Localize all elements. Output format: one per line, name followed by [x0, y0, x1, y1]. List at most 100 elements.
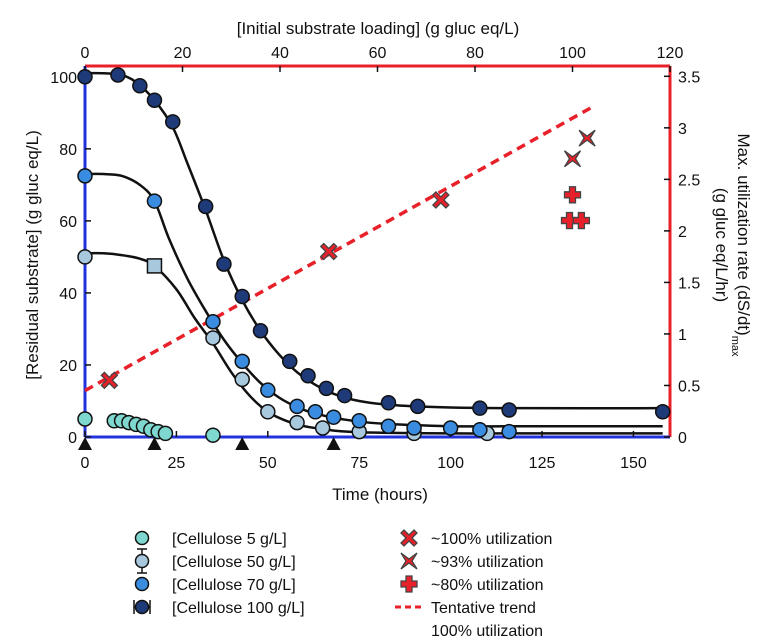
- data-point-series-3: [336, 387, 353, 404]
- rate-marker-series-1: [563, 150, 582, 168]
- legend-marker-rate-2: [400, 575, 418, 593]
- y-tick-label: 80: [59, 142, 77, 159]
- legend: [Cellulose 5 g/L] [Cellulose 50 g/L] [Cell…: [133, 529, 552, 640]
- rate-marker-series-0: [319, 242, 338, 261]
- data-point-series-1: [146, 258, 163, 274]
- rate-marker-series-0: [431, 191, 450, 209]
- feeding-triangle-marker: [235, 437, 250, 450]
- y2-tick-label: 0: [678, 430, 687, 447]
- data-point-series-3: [252, 322, 269, 339]
- y-tick-label: 60: [59, 214, 77, 231]
- data-point-series-3: [234, 288, 250, 305]
- data-point-series-3: [472, 400, 488, 416]
- y2-tick-label: 1.5: [678, 275, 700, 292]
- y-tick-label: 100: [50, 70, 77, 87]
- feeding-triangle-marker: [326, 437, 341, 450]
- y2-tick-label: 3: [678, 121, 687, 138]
- x-tick-label: 25: [168, 455, 186, 472]
- rate-marker-series-1: [578, 129, 596, 147]
- y2-tick-label: 2.5: [678, 172, 700, 189]
- data-point-series-2: [501, 423, 517, 440]
- data-point-series-2: [406, 420, 422, 436]
- data-point-series-2: [260, 382, 276, 398]
- data-point-series-3: [216, 256, 232, 272]
- legend-label-series-1: [Cellulose 50 g/L]: [172, 554, 296, 571]
- legend-marker-rate-0: [400, 529, 418, 547]
- data-point-series-2: [146, 193, 163, 209]
- data-point-series-2: [472, 422, 488, 438]
- data-point-series-2: [307, 404, 324, 420]
- data-point-series-3: [132, 78, 148, 94]
- x2-tick-label: 120: [657, 45, 684, 62]
- x2-tick-label: 40: [271, 45, 289, 62]
- data-point-series-1: [205, 330, 221, 346]
- data-point-series-2: [77, 168, 93, 184]
- data-point-series-2: [234, 353, 250, 370]
- y-tick-label: 20: [59, 358, 77, 375]
- legend-label-rate-0: ~100% utilization: [431, 531, 552, 548]
- rate-marker-series-2: [563, 186, 582, 204]
- data-point-series-0: [157, 425, 174, 442]
- data-point-series-2: [325, 409, 342, 425]
- data-point-series-1: [260, 404, 276, 420]
- x2-tick-label: 0: [81, 45, 90, 62]
- svg-text:Max. utilization rate (dS/dt)m: Max. utilization rate (dS/dt)max: [729, 134, 753, 357]
- data-point-series-3: [77, 69, 93, 85]
- y2-tick-label: 1: [678, 327, 687, 344]
- data-point-series-3: [110, 67, 126, 83]
- data-point-series-2: [351, 413, 367, 429]
- legend-marker-series-2: [134, 576, 150, 592]
- legend-label-trend-line2: 100% utilization: [431, 623, 543, 640]
- bottom-axis-title: Time (hours): [332, 485, 428, 504]
- y2-tick-label: 2: [678, 224, 687, 241]
- x-tick-label: 50: [259, 455, 277, 472]
- y-tick-label: 0: [68, 430, 77, 447]
- data-point-series-3: [654, 404, 671, 420]
- legend-marker-series-3: [134, 599, 150, 615]
- legend-label-series-2: [Cellulose 70 g/L]: [172, 577, 296, 594]
- data-point-series-1: [289, 414, 305, 431]
- data-point-series-3: [318, 380, 335, 397]
- x-tick-label: 150: [620, 455, 647, 472]
- feeding-triangle-marker: [147, 437, 162, 450]
- y2-tick-label: 3.5: [678, 69, 700, 86]
- legend-marker-series-0: [134, 530, 150, 546]
- right-axis-title-line1: Max. utilization rate (dS/dt): [734, 134, 753, 336]
- x2-tick-label: 20: [174, 45, 192, 62]
- right-axis-title-subscript: max: [729, 336, 741, 357]
- legend-label-series-3: [Cellulose 100 g/L]: [172, 600, 305, 617]
- data-point-series-2: [289, 398, 305, 415]
- data-point-series-2: [380, 418, 397, 434]
- data-point-series-3: [146, 92, 163, 108]
- x2-tick-label: 100: [559, 45, 586, 62]
- data-point-series-1: [77, 249, 93, 265]
- rate-marker-series-2: [572, 211, 591, 230]
- top-axis-title: [Initial substrate loading] (g gluc eq/L…: [237, 19, 520, 38]
- data-point-series-2: [442, 420, 459, 436]
- x-tick-label: 0: [81, 455, 90, 472]
- data-point-series-1: [234, 371, 250, 388]
- right-axis-title: Max. utilization rate (dS/dt)max (g gluc…: [712, 134, 753, 357]
- right-axis-title-line2: (g gluc eq/L/hr): [712, 188, 731, 302]
- y-tick-label: 40: [59, 286, 77, 303]
- trend-line: [84, 105, 593, 393]
- left-axis-title: [Residual substrate] (g gluc eq/L): [23, 130, 42, 379]
- legend-label-rate-2: ~80% utilization: [431, 577, 544, 594]
- legend-marker-rate-1: [400, 552, 418, 570]
- x-tick-label: 125: [529, 455, 556, 472]
- x2-tick-label: 60: [369, 45, 387, 62]
- x2-tick-label: 80: [466, 45, 484, 62]
- data-point-series-3: [380, 395, 397, 411]
- legend-marker-series-1: [134, 553, 150, 569]
- data-point-series-3: [300, 368, 316, 384]
- data-point-series-2: [205, 313, 221, 330]
- data-point-series-3: [282, 353, 298, 370]
- data-point-series-3: [501, 402, 517, 418]
- y2-tick-label: 0.5: [678, 378, 700, 395]
- x-tick-label: 100: [437, 455, 464, 472]
- data-point-series-3: [197, 198, 214, 215]
- data-point-series-0: [205, 427, 221, 443]
